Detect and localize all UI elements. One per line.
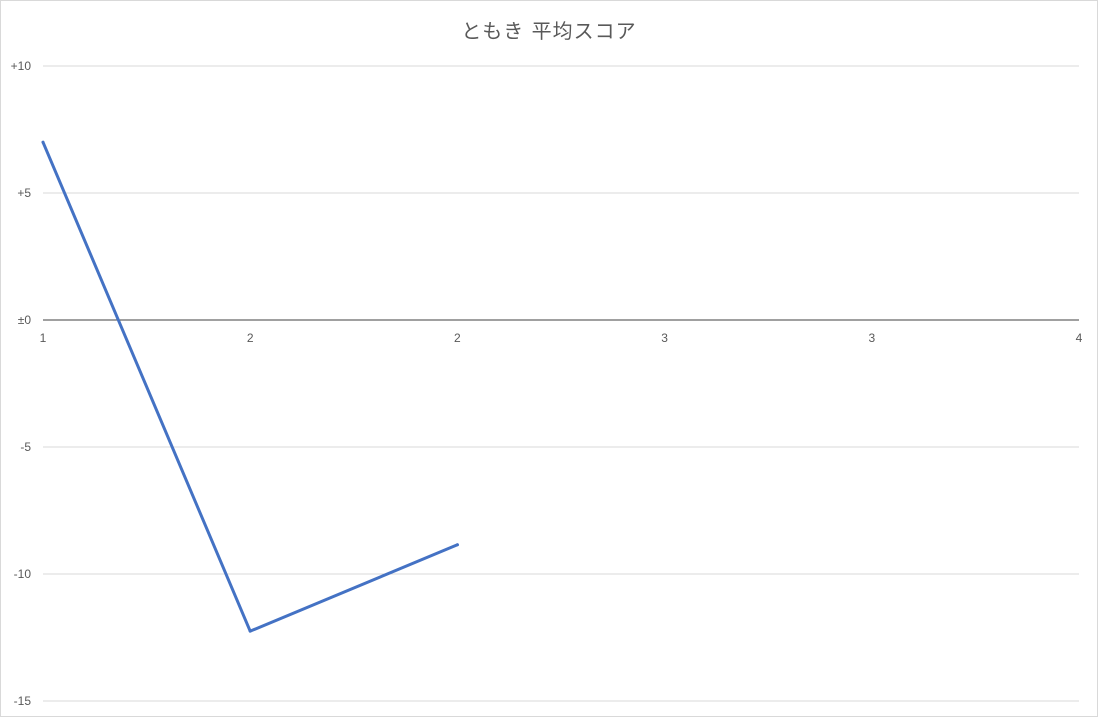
grid-layer — [43, 65, 1079, 702]
x-tick-labels: 1 2 2 3 3 4 — [40, 331, 1083, 345]
y-tick-label: +10 — [11, 59, 32, 73]
x-tick-label: 1 — [40, 331, 47, 345]
y-tick-label: -5 — [20, 440, 31, 454]
data-point — [248, 629, 252, 633]
y-tick-label: +5 — [17, 186, 31, 200]
x-tick-label: 4 — [1076, 331, 1083, 345]
series-line — [41, 140, 459, 633]
chart-title: ともき 平均スコア — [461, 19, 637, 43]
data-point — [41, 140, 45, 144]
x-tick-label: 2 — [454, 331, 461, 345]
y-tick-label: -15 — [14, 694, 32, 708]
x-tick-label: 3 — [868, 331, 875, 345]
y-tick-label: ±0 — [18, 313, 32, 327]
series-layer — [41, 140, 459, 633]
x-tick-label: 2 — [247, 331, 254, 345]
y-tick-label: -10 — [14, 567, 32, 581]
x-tick-label: 3 — [661, 331, 668, 345]
y-tick-labels: +10 +5 ±0 -5 -10 -15 — [11, 59, 32, 708]
data-point — [455, 543, 459, 547]
